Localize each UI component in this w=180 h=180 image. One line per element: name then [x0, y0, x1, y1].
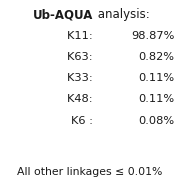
Text: Ub-AQUA: Ub-AQUA — [33, 8, 94, 21]
Text: 0.82%: 0.82% — [139, 52, 175, 62]
Text: 98.87%: 98.87% — [131, 31, 175, 41]
Text: K63:: K63: — [67, 52, 100, 62]
Text: analysis:: analysis: — [94, 8, 149, 21]
Text: 0.11%: 0.11% — [138, 73, 175, 83]
Text: All other linkages ≤ 0.01%: All other linkages ≤ 0.01% — [17, 167, 163, 177]
Text: K11:: K11: — [67, 31, 100, 41]
Text: K6 :: K6 : — [71, 116, 100, 126]
Text: 0.08%: 0.08% — [138, 116, 175, 126]
Text: K33:: K33: — [67, 73, 100, 83]
Text: K48:: K48: — [67, 94, 100, 104]
Text: 0.11%: 0.11% — [138, 94, 175, 104]
